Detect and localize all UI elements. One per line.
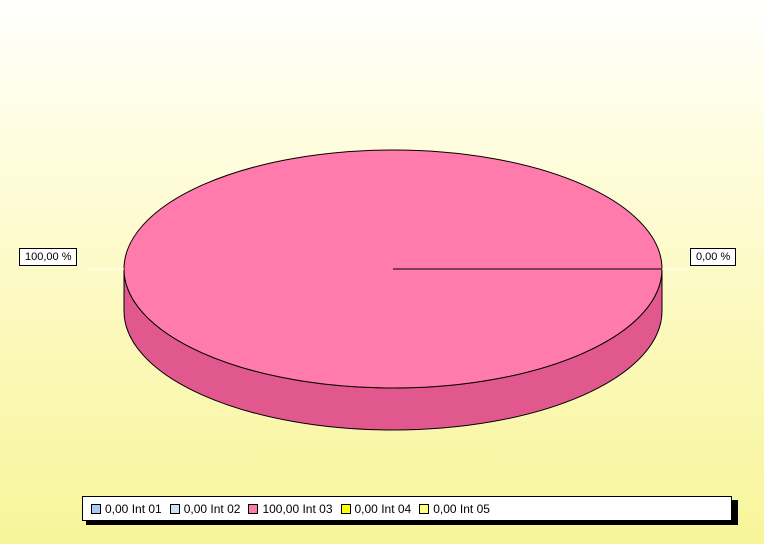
legend-swatch bbox=[169, 503, 180, 514]
legend-item: 0,00 Int 02 bbox=[169, 501, 241, 516]
slice-label-left: 100,00 % bbox=[19, 248, 78, 266]
legend-item: 0,00 Int 01 bbox=[91, 502, 162, 516]
legend-item: 0,00 Int 05 bbox=[419, 502, 490, 516]
legend-swatch bbox=[91, 503, 101, 514]
slice-label-right: 0,00 % bbox=[690, 248, 737, 266]
legend-label: 0,00 Int 05 bbox=[433, 501, 490, 516]
legend-label: 0,00 Int 02 bbox=[183, 501, 241, 516]
legend-label: 100,00 Int 03 bbox=[262, 501, 333, 516]
legend-label: 0,00 Int 01 bbox=[105, 501, 162, 516]
legend-swatch bbox=[248, 503, 259, 514]
legend-item: 0,00 Int 04 bbox=[340, 501, 412, 516]
legend-swatch bbox=[340, 503, 351, 514]
legend-label: 0,00 Int 04 bbox=[354, 501, 412, 516]
legend-swatch bbox=[419, 503, 430, 514]
legend-item: 100,00 Int 03 bbox=[248, 501, 333, 516]
legend: 0,00 Int 01 0,00 Int 02 100,00 Int 03 0,00 … bbox=[82, 496, 732, 521]
